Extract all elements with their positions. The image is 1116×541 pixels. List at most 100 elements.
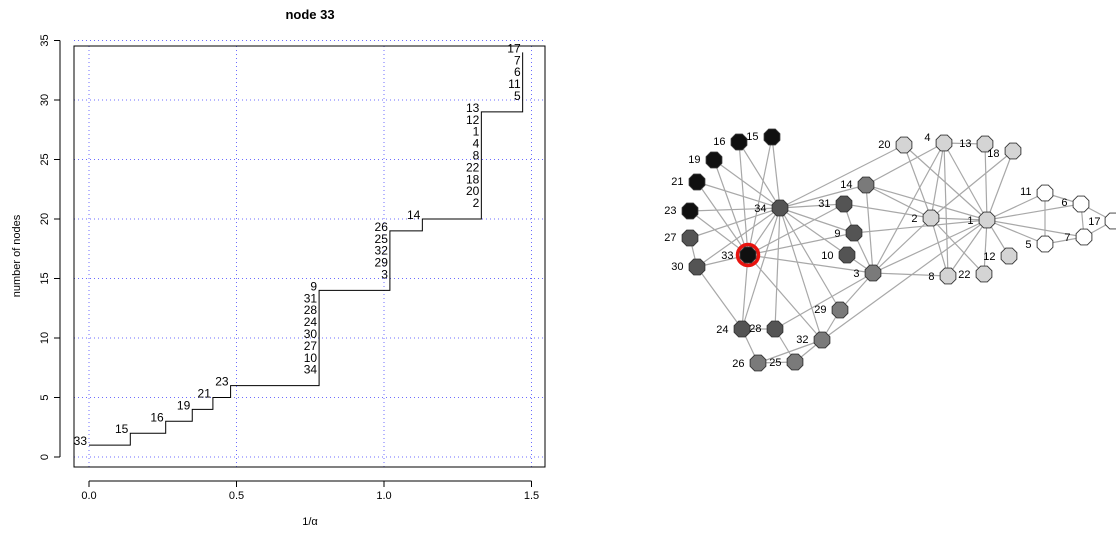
graph-edge: [872, 272, 949, 277]
x-tick-label: 0.0: [81, 490, 96, 502]
graph-edge: [738, 141, 781, 209]
node-marker: [857, 176, 875, 194]
node-marker: [838, 246, 856, 264]
graph-edge: [696, 181, 749, 256]
node-12: 12: [983, 247, 1018, 265]
node-marker: [975, 265, 993, 283]
step-label: 10: [304, 351, 318, 365]
node-marker: [976, 135, 994, 153]
y-tick-label: 10: [39, 332, 51, 344]
node-label: 23: [664, 205, 676, 217]
node-14: 14: [840, 176, 875, 194]
step-label: 1: [473, 125, 480, 139]
graph-edge: [771, 136, 781, 209]
y-axis: 0 5 10 15 20 25 30 35: [39, 34, 61, 460]
plot-frame: [73, 45, 546, 468]
step-label: 5: [514, 89, 521, 103]
graph-edge: [741, 254, 749, 330]
step-label: 23: [215, 375, 229, 389]
y-tick-label: 5: [39, 394, 51, 400]
node-marker: [733, 320, 751, 338]
graph-edge: [713, 159, 781, 209]
y-tick-label: 30: [39, 94, 51, 106]
node-label: 32: [796, 334, 808, 346]
graph-edge: [747, 136, 773, 256]
node-30: 30: [671, 258, 706, 276]
graph-edge: [943, 142, 949, 277]
graph-edge: [872, 217, 932, 274]
graph-edge: [696, 207, 781, 268]
graph-edge: [930, 142, 945, 219]
node-marker: [1036, 184, 1054, 202]
graph-edge: [774, 207, 781, 330]
node-label: 14: [840, 179, 852, 191]
node-16: 16: [713, 133, 748, 151]
node-label: 5: [1025, 239, 1031, 251]
node-label: 11: [1020, 186, 1031, 198]
highlight-ring: [735, 242, 761, 268]
graph-edge: [930, 217, 988, 221]
node-marker: [681, 202, 699, 220]
node-21: 21: [671, 173, 706, 191]
node-marker: [935, 134, 953, 152]
step-label: 11: [508, 77, 521, 91]
node-2: 2: [911, 209, 940, 227]
node-label: 24: [716, 324, 728, 336]
graph-edge: [903, 144, 932, 219]
node-label: 26: [732, 358, 744, 370]
node-label: 9: [834, 228, 840, 240]
graph-edge: [779, 184, 867, 209]
node-marker: [939, 267, 957, 285]
graph-edge: [757, 339, 823, 364]
y-axis-label: number of nodes: [11, 214, 23, 297]
step-label: 15: [115, 422, 129, 436]
node-label: 17: [1088, 216, 1100, 228]
node-7: 7: [1064, 228, 1093, 246]
node-label: 10: [821, 250, 833, 262]
node-marker: [681, 229, 699, 247]
step-label: 3: [381, 268, 388, 282]
node-marker: [1004, 142, 1022, 160]
node-label: 4: [924, 132, 930, 144]
graph-edge: [747, 254, 823, 341]
step-labels: 3315161921239312824302710342625322931413…: [74, 41, 521, 448]
node-label: 33: [721, 250, 733, 262]
node-32: 32: [796, 331, 831, 349]
node-24: 24: [716, 320, 751, 338]
graph-edge: [779, 207, 823, 341]
node-label: 20: [878, 139, 890, 151]
graph-edge: [986, 203, 1082, 221]
graph-edge: [779, 207, 855, 234]
graph-edge: [843, 203, 932, 219]
graph-edge: [872, 219, 988, 274]
node-15: 15: [746, 128, 781, 146]
node-label: 13: [959, 138, 971, 150]
graph-edge: [747, 254, 874, 274]
node-marker: [835, 195, 853, 213]
node-marker: [766, 320, 784, 338]
graph-edge: [865, 184, 932, 219]
node-marker: [813, 331, 831, 349]
node-29: 29: [814, 301, 849, 319]
step-label: 32: [375, 244, 389, 258]
graph-edge: [872, 142, 945, 274]
step-label: 20: [466, 184, 480, 198]
node-marker: [739, 246, 757, 264]
node-marker: [1072, 195, 1090, 213]
graph-edge: [930, 217, 985, 275]
node-34: 34: [754, 199, 789, 217]
node-label: 6: [1061, 197, 1067, 209]
graph-edge: [865, 184, 988, 221]
graph-edge: [984, 143, 988, 221]
step-label: 13: [466, 101, 480, 115]
node-marker: [1104, 212, 1116, 230]
node-11: 11: [1020, 184, 1054, 202]
graph-edge: [747, 203, 845, 256]
chart-title: node 33: [285, 7, 334, 22]
node-label: 21: [671, 176, 683, 188]
node-label: 22: [958, 269, 970, 281]
node-label: 3: [853, 268, 859, 280]
node-label: 7: [1064, 232, 1070, 244]
node-label: 27: [664, 232, 676, 244]
node-label: 15: [746, 131, 758, 143]
